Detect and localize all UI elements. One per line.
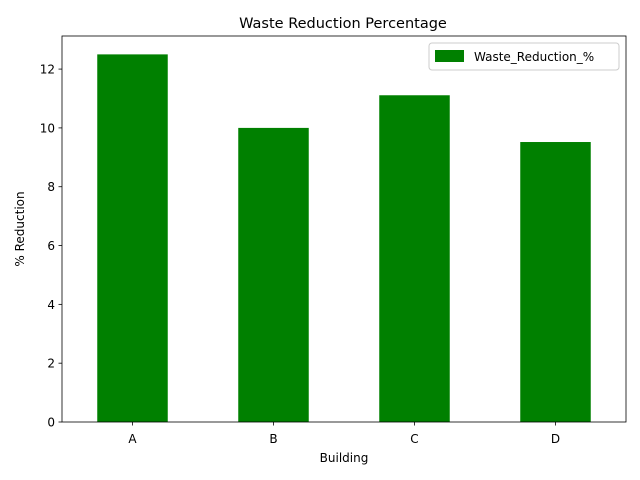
plot-area: A B C D 0 2 4 6 8 10 12 xyxy=(40,35,627,446)
legend-swatch xyxy=(435,50,464,62)
y-tick-label: 6 xyxy=(47,239,55,253)
bar-c xyxy=(379,95,450,422)
y-tick-label: 2 xyxy=(47,357,55,371)
y-tick-label: 8 xyxy=(47,180,55,194)
y-axis-ticks: 0 2 4 6 8 10 12 xyxy=(40,63,62,430)
y-tick-label: 10 xyxy=(40,121,55,135)
x-axis-ticks: A B C D xyxy=(128,422,560,446)
bar-b xyxy=(238,127,309,423)
y-tick-label: 4 xyxy=(47,298,55,312)
axes-frame xyxy=(61,35,627,423)
x-axis-label: Building xyxy=(320,451,369,465)
chart-title: Waste Reduction Percentage xyxy=(239,16,447,32)
legend-frame xyxy=(428,42,620,71)
x-tick-label: D xyxy=(551,432,560,446)
x-tick-label: A xyxy=(128,432,137,446)
bars xyxy=(97,54,591,423)
y-tick-label: 0 xyxy=(47,416,55,430)
x-tick-label: C xyxy=(410,432,418,446)
bar-a xyxy=(97,54,168,422)
legend-label: Waste_Reduction_% xyxy=(474,50,594,64)
y-axis-label: % Reduction xyxy=(13,191,27,266)
bar-d xyxy=(520,142,591,422)
legend: Waste_Reduction_% xyxy=(428,42,620,71)
y-tick-label: 12 xyxy=(40,63,55,77)
x-tick-label: B xyxy=(269,432,277,446)
